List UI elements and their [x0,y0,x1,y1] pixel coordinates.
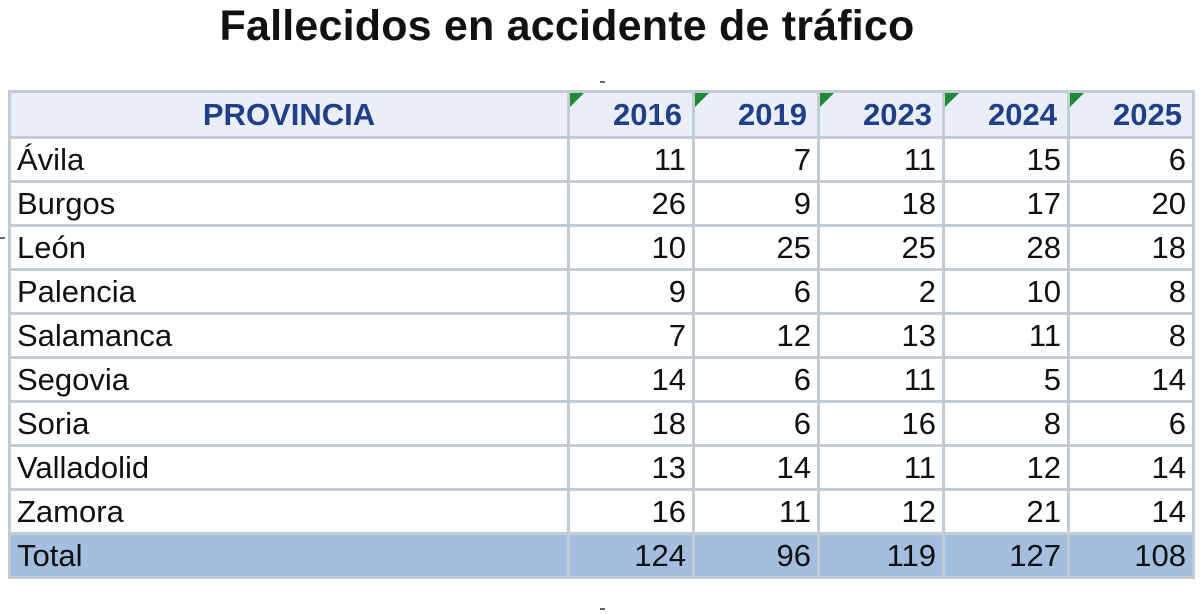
header-row: PROVINCIA 2016 2019 2023 2024 2025 [8,90,1195,139]
total-value-cell[interactable]: 96 [692,532,820,579]
value-cell[interactable]: 17 [942,180,1070,227]
column-header-label: 2024 [988,96,1057,132]
column-header-year[interactable]: 2025 [1067,90,1195,139]
value-cell[interactable]: 13 [817,312,945,359]
table-row: Segovia 14 6 11 5 14 [8,356,1195,403]
value-cell[interactable]: 9 [692,180,820,227]
value-cell[interactable]: 13 [567,444,695,491]
value-cell[interactable]: 14 [1067,356,1195,403]
cell-flag-icon [946,94,959,107]
value-cell[interactable]: 16 [567,488,695,535]
value-cell[interactable]: 6 [692,400,820,447]
table-row: Ávila 11 7 11 15 6 [8,136,1195,183]
tick-mark [0,237,5,239]
value-cell[interactable]: 20 [1067,180,1195,227]
value-cell[interactable]: 7 [692,136,820,183]
column-header-year[interactable]: 2019 [692,90,820,139]
table-body: Ávila 11 7 11 15 6 Burgos 26 9 18 17 20 León 10 25 25 28… [8,136,1195,579]
total-value-cell[interactable]: 127 [942,532,1070,579]
table-row: Zamora 16 11 12 21 14 [8,488,1195,535]
data-table: PROVINCIA 2016 2019 2023 2024 2025 Ávila… [8,90,1195,579]
column-header-year[interactable]: 2016 [567,90,695,139]
value-cell[interactable]: 11 [942,312,1070,359]
total-value-cell[interactable]: 124 [567,532,695,579]
table-row: Burgos 26 9 18 17 20 [8,180,1195,227]
value-cell[interactable]: 9 [567,268,695,315]
value-cell[interactable]: 12 [817,488,945,535]
value-cell[interactable]: 14 [567,356,695,403]
value-cell[interactable]: 8 [1067,312,1195,359]
province-name-cell[interactable]: León [8,224,570,271]
value-cell[interactable]: 15 [942,136,1070,183]
value-cell[interactable]: 7 [567,312,695,359]
tick-mark [600,608,605,610]
value-cell[interactable]: 14 [1067,444,1195,491]
value-cell[interactable]: 11 [817,136,945,183]
value-cell[interactable]: 18 [567,400,695,447]
table-row: Soria 18 6 16 8 6 [8,400,1195,447]
column-header-label: 2016 [613,96,682,132]
value-cell[interactable]: 14 [692,444,820,491]
total-label[interactable]: Total [8,532,570,579]
column-header-label: 2025 [1113,96,1182,132]
value-cell[interactable]: 12 [942,444,1070,491]
value-cell[interactable]: 11 [817,356,945,403]
value-cell[interactable]: 18 [1067,224,1195,271]
value-cell[interactable]: 5 [942,356,1070,403]
value-cell[interactable]: 11 [567,136,695,183]
province-name-cell[interactable]: Valladolid [8,444,570,491]
value-cell[interactable]: 12 [692,312,820,359]
tick-mark [600,81,605,83]
chart-title: Fallecidos en accidente de tráfico [219,2,915,50]
value-cell[interactable]: 6 [1067,400,1195,447]
cell-flag-icon [821,94,834,107]
column-header-provincia[interactable]: PROVINCIA [8,90,570,139]
value-cell[interactable]: 25 [692,224,820,271]
cell-flag-icon [571,94,584,107]
table-row: Palencia 9 6 2 10 8 [8,268,1195,315]
column-header-year[interactable]: 2024 [942,90,1070,139]
total-value-cell[interactable]: 108 [1067,532,1195,579]
value-cell[interactable]: 11 [692,488,820,535]
province-name-cell[interactable]: Burgos [8,180,570,227]
total-value-cell[interactable]: 119 [817,532,945,579]
column-header-label: 2023 [863,96,932,132]
value-cell[interactable]: 8 [1067,268,1195,315]
value-cell[interactable]: 16 [817,400,945,447]
total-row: Total 124 96 119 127 108 [8,532,1195,579]
value-cell[interactable]: 6 [692,356,820,403]
value-cell[interactable]: 25 [817,224,945,271]
table-row: Valladolid 13 14 11 12 14 [8,444,1195,491]
province-name-cell[interactable]: Soria [8,400,570,447]
column-header-label: 2019 [738,96,807,132]
value-cell[interactable]: 18 [817,180,945,227]
value-cell[interactable]: 14 [1067,488,1195,535]
value-cell[interactable]: 11 [817,444,945,491]
value-cell[interactable]: 8 [942,400,1070,447]
province-name-cell[interactable]: Segovia [8,356,570,403]
value-cell[interactable]: 21 [942,488,1070,535]
value-cell[interactable]: 10 [942,268,1070,315]
value-cell[interactable]: 26 [567,180,695,227]
province-name-cell[interactable]: Ávila [8,136,570,183]
value-cell[interactable]: 10 [567,224,695,271]
column-header-year[interactable]: 2023 [817,90,945,139]
value-cell[interactable]: 6 [1067,136,1195,183]
province-name-cell[interactable]: Zamora [8,488,570,535]
province-name-cell[interactable]: Salamanca [8,312,570,359]
table-row: León 10 25 25 28 18 [8,224,1195,271]
cell-flag-icon [696,94,709,107]
cell-flag-icon [1071,94,1084,107]
value-cell[interactable]: 2 [817,268,945,315]
table-row: Salamanca 7 12 13 11 8 [8,312,1195,359]
value-cell[interactable]: 6 [692,268,820,315]
value-cell[interactable]: 28 [942,224,1070,271]
province-name-cell[interactable]: Palencia [8,268,570,315]
